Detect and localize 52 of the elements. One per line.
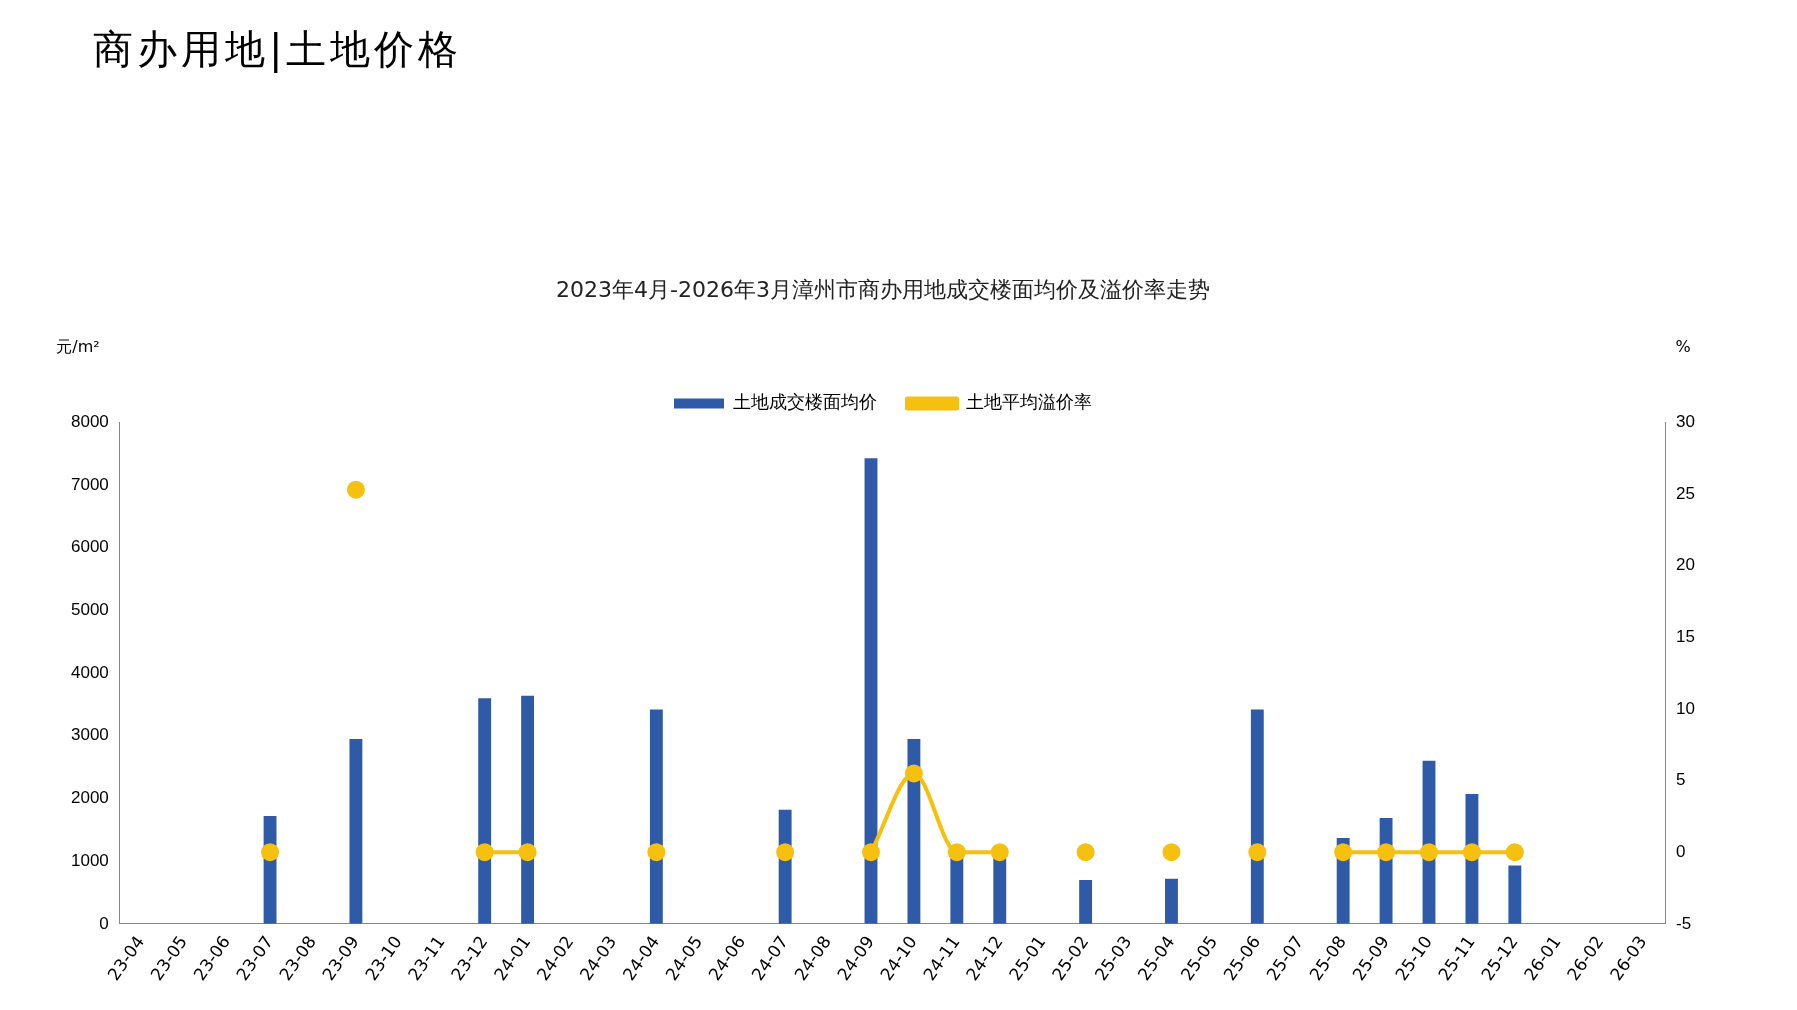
bar bbox=[1079, 879, 1093, 924]
point bbox=[1462, 843, 1481, 862]
bar bbox=[950, 858, 964, 924]
y2-tick-label: 15 bbox=[1676, 626, 1696, 646]
chart-subtitle: 2023年4月-2026年3月漳州市商办用地成交楼面均价及溢价率走势 bbox=[556, 276, 1210, 302]
y2-tick-label: 5 bbox=[1676, 770, 1686, 790]
y2-tick-label: 20 bbox=[1676, 555, 1696, 575]
bar bbox=[1250, 709, 1264, 924]
y2-tick-label: 10 bbox=[1676, 698, 1696, 718]
point bbox=[346, 480, 365, 499]
y-tick-label: 0 bbox=[99, 913, 109, 933]
y-tick-label: 3000 bbox=[70, 725, 109, 745]
point bbox=[1162, 843, 1181, 862]
y2-tick-label: -5 bbox=[1676, 913, 1692, 933]
point bbox=[861, 843, 880, 862]
y2-tick-label: 30 bbox=[1676, 412, 1696, 432]
y-axis-title: 元/m² bbox=[56, 336, 100, 356]
bar bbox=[478, 698, 492, 924]
point bbox=[1334, 843, 1353, 862]
y-tick-label: 7000 bbox=[70, 474, 109, 494]
legend-label: 土地成交楼面均价 bbox=[733, 391, 877, 413]
bar bbox=[349, 738, 363, 924]
y-tick-label: 6000 bbox=[70, 537, 109, 557]
point bbox=[261, 843, 280, 862]
y-tick-label: 5000 bbox=[70, 600, 109, 620]
y-tick-label: 4000 bbox=[70, 662, 109, 682]
point bbox=[1076, 843, 1095, 862]
point bbox=[1377, 843, 1396, 862]
bar bbox=[649, 709, 663, 924]
point bbox=[475, 843, 494, 862]
y2-tick-label: 25 bbox=[1676, 483, 1696, 503]
legend-label: 土地平均溢价率 bbox=[966, 391, 1092, 413]
point bbox=[904, 764, 923, 783]
point bbox=[990, 843, 1009, 862]
bar bbox=[521, 695, 535, 924]
chart-title: 商办用地|土地价格 bbox=[92, 25, 464, 75]
bar bbox=[1508, 865, 1522, 924]
bar bbox=[993, 858, 1007, 924]
bar bbox=[1165, 878, 1178, 924]
y-tick-label: 2000 bbox=[70, 788, 109, 808]
point bbox=[518, 843, 537, 862]
point bbox=[947, 843, 966, 862]
point bbox=[776, 843, 795, 862]
point bbox=[1505, 843, 1524, 862]
point bbox=[1248, 843, 1267, 862]
y2-tick-label: 0 bbox=[1676, 841, 1686, 861]
point bbox=[1420, 843, 1439, 862]
y2-axis-title: % bbox=[1675, 336, 1691, 356]
y-tick-label: 8000 bbox=[70, 412, 109, 432]
point bbox=[647, 843, 666, 862]
y-tick-label: 1000 bbox=[70, 850, 109, 870]
bar bbox=[907, 738, 921, 924]
